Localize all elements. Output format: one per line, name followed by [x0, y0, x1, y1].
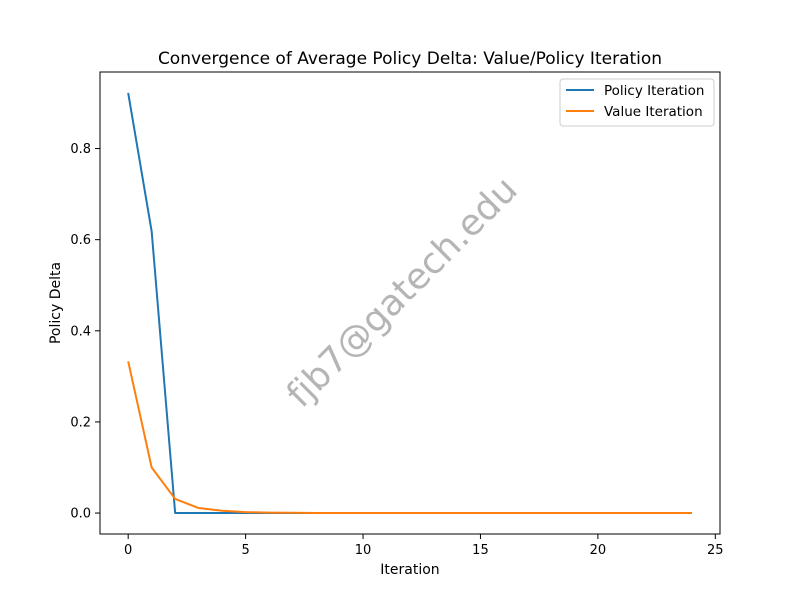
y-tick-label: 0.4 — [70, 324, 91, 339]
legend-label-policy-iteration: Policy Iteration — [604, 83, 704, 99]
plot-area-frame — [99, 71, 721, 535]
x-tick-label: 10 — [355, 543, 372, 558]
y-axis-label: Policy Delta — [48, 262, 64, 344]
chart-title: Convergence of Average Policy Delta: Val… — [158, 49, 662, 69]
series-line-value-iteration — [127, 361, 692, 515]
x-tick-label: 0 — [124, 543, 132, 558]
x-axis-label: Iteration — [380, 562, 439, 578]
x-tick-label: 20 — [590, 543, 607, 558]
y-tick-label: 0.0 — [70, 507, 91, 522]
series-layer — [127, 92, 692, 515]
y-tick-label: 0.8 — [70, 142, 91, 157]
y-tick-label: 0.6 — [70, 233, 91, 248]
legend-label-value-iteration: Value Iteration — [604, 104, 703, 120]
x-tick-label: 25 — [707, 543, 724, 558]
x-tick-label: 15 — [472, 543, 489, 558]
x-tick-label: 5 — [241, 543, 249, 558]
ticks-layer: 0 5 10 15 20 25 0.0 0.2 0.4 0.6 0.8 — [70, 142, 723, 558]
legend-box — [559, 78, 715, 127]
legend: Policy Iteration Value Iteration — [559, 78, 715, 127]
y-tick-label: 0.2 — [70, 415, 91, 430]
